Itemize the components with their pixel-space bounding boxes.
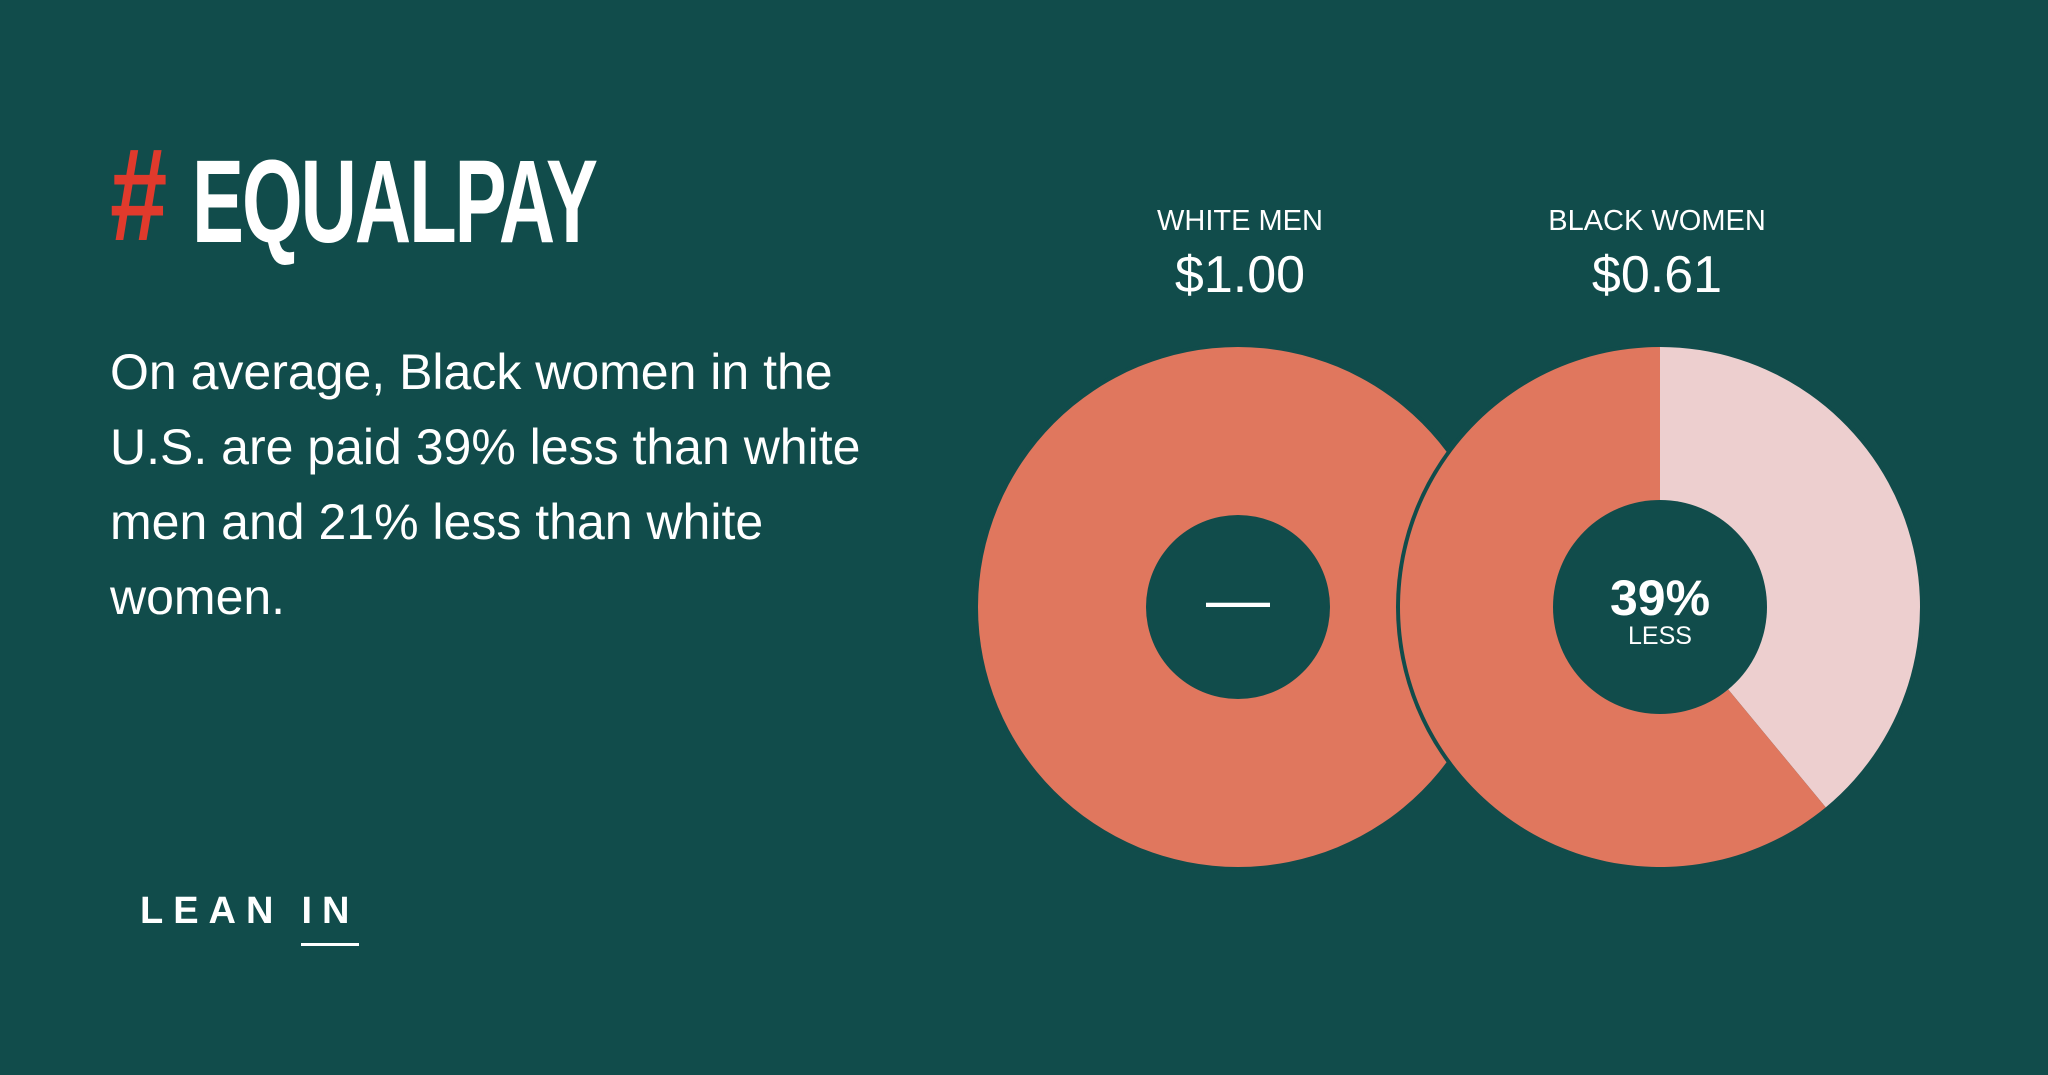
pie-hole	[1553, 500, 1767, 714]
pie-center-label: —	[1206, 563, 1270, 635]
pie-center-sublabel: LESS	[1628, 622, 1692, 650]
logo-hash: #	[110, 121, 167, 268]
equal-pay-logo: # EQUALPAY	[110, 121, 804, 268]
logo-word: EQUALPAY	[192, 136, 598, 268]
body-text: On average, Black women in the U.S. are …	[110, 344, 861, 625]
pie-hole	[1146, 515, 1330, 699]
pie-category-label: WHITE MEN	[1157, 205, 1323, 237]
pie-chart-1: WHITE MEN $1.00 —	[974, 205, 1502, 871]
pie-value-label: $0.61	[1592, 246, 1722, 304]
pie-chart-2: BLACK WOMEN $0.61 39%LESS	[1396, 205, 1924, 871]
pie-slice-gap	[1660, 347, 1920, 808]
pie-value-label: $1.00	[1175, 246, 1305, 304]
brand-in: IN	[301, 890, 360, 946]
lean-in-brand: LEAN IN	[140, 890, 360, 946]
pie-category-label: BLACK WOMEN	[1548, 205, 1766, 237]
pie-center-label: 39%	[1610, 570, 1710, 626]
brand-lean: LEAN	[140, 890, 284, 932]
